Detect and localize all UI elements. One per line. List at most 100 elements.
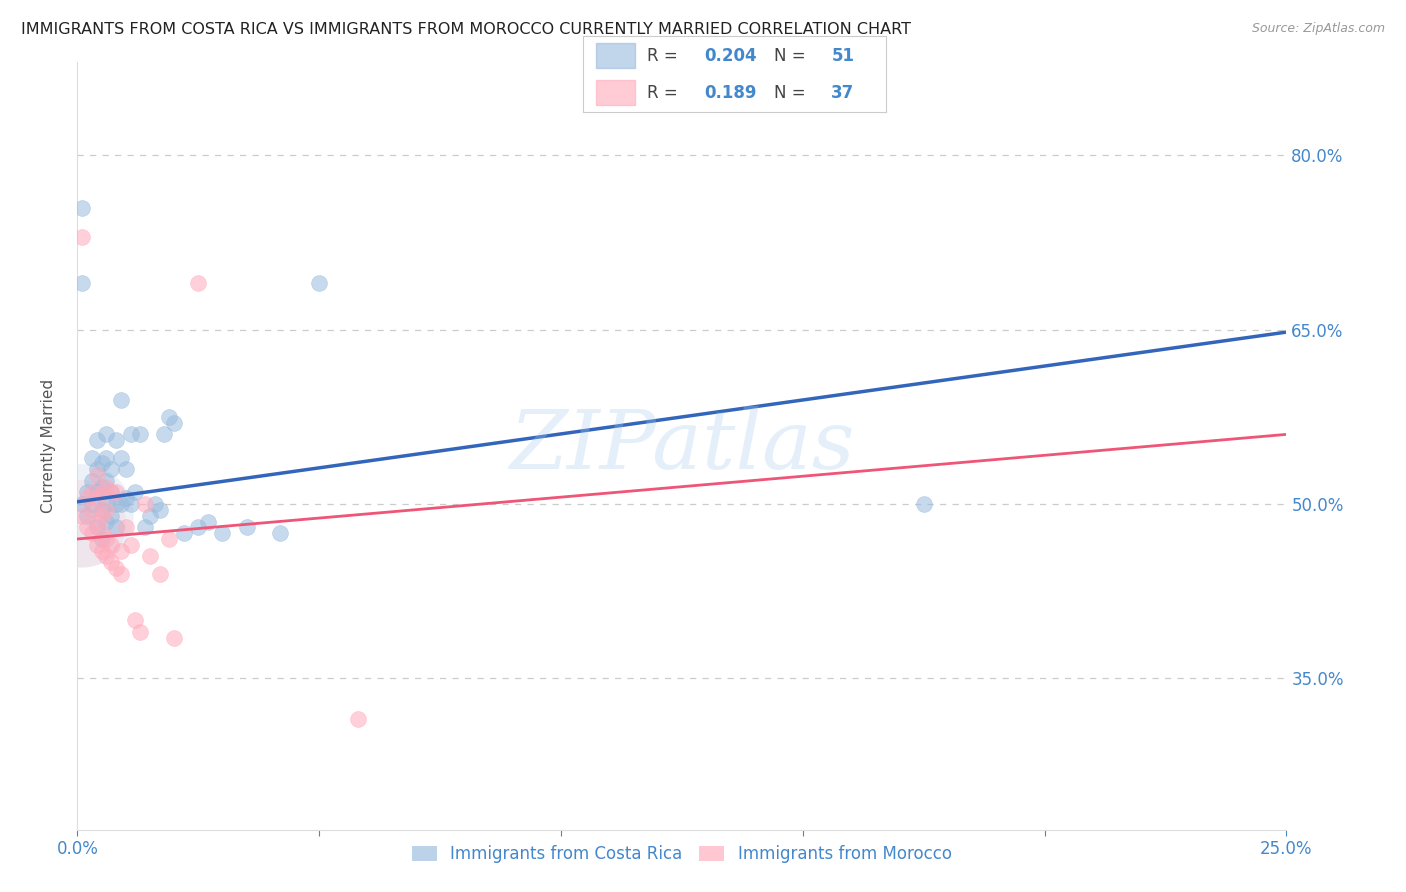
Point: [157, 532, 180, 546]
Text: R =: R =: [647, 47, 683, 65]
Point: [139, 549, 162, 564]
Point: [187, 277, 209, 291]
Point: [96, 450, 118, 465]
Point: [70, 277, 93, 291]
Point: [114, 520, 136, 534]
Point: [96, 427, 118, 442]
Point: [80, 450, 103, 465]
Point: [120, 497, 142, 511]
Point: [124, 613, 146, 627]
Text: N =: N =: [773, 47, 811, 65]
Text: N =: N =: [773, 85, 811, 103]
Point: [163, 631, 186, 645]
Point: [80, 497, 103, 511]
Point: [114, 491, 136, 506]
Point: [110, 566, 132, 581]
Point: [912, 497, 935, 511]
Text: 0.189: 0.189: [704, 85, 756, 103]
Text: IMMIGRANTS FROM COSTA RICA VS IMMIGRANTS FROM MOROCCO CURRENTLY MARRIED CORRELAT: IMMIGRANTS FROM COSTA RICA VS IMMIGRANTS…: [21, 22, 911, 37]
Point: [197, 515, 219, 529]
Text: 0.204: 0.204: [704, 47, 756, 65]
Point: [76, 520, 98, 534]
Point: [347, 712, 370, 726]
Point: [120, 427, 142, 442]
Point: [70, 516, 93, 531]
Point: [90, 532, 112, 546]
Point: [86, 433, 108, 447]
Point: [86, 485, 108, 500]
Point: [134, 520, 156, 534]
Point: [76, 508, 98, 523]
Point: [86, 538, 108, 552]
Text: ZIPatlas: ZIPatlas: [509, 406, 855, 486]
Point: [70, 508, 93, 523]
Point: [173, 526, 195, 541]
Point: [134, 497, 156, 511]
Point: [90, 503, 112, 517]
Point: [148, 566, 170, 581]
Point: [120, 538, 142, 552]
Point: [110, 543, 132, 558]
Point: [76, 485, 98, 500]
Point: [139, 508, 162, 523]
Point: [211, 526, 233, 541]
Point: [124, 485, 146, 500]
Point: [90, 543, 112, 558]
Point: [86, 520, 108, 534]
Point: [90, 526, 112, 541]
Point: [110, 392, 132, 407]
Point: [235, 520, 257, 534]
Point: [187, 520, 209, 534]
Point: [100, 555, 122, 569]
Point: [105, 497, 128, 511]
Point: [100, 538, 122, 552]
Text: 37: 37: [831, 85, 855, 103]
Point: [105, 520, 128, 534]
Point: [105, 561, 128, 575]
Point: [100, 485, 122, 500]
Point: [70, 201, 93, 215]
Point: [129, 624, 152, 639]
Point: [96, 497, 118, 511]
Point: [90, 485, 112, 500]
Point: [86, 515, 108, 529]
Point: [110, 497, 132, 511]
Point: [110, 450, 132, 465]
Point: [80, 474, 103, 488]
Point: [96, 549, 118, 564]
Point: [153, 427, 176, 442]
Point: [96, 532, 118, 546]
Point: [114, 462, 136, 476]
Point: [90, 508, 112, 523]
Point: [70, 229, 93, 244]
Point: [96, 515, 118, 529]
Point: [86, 491, 108, 506]
FancyBboxPatch shape: [596, 79, 636, 105]
Point: [86, 462, 108, 476]
Point: [70, 508, 93, 523]
Point: [143, 497, 166, 511]
Point: [308, 277, 330, 291]
Point: [100, 462, 122, 476]
Point: [90, 480, 112, 494]
Point: [70, 497, 93, 511]
Point: [96, 503, 118, 517]
Point: [105, 485, 128, 500]
Point: [86, 468, 108, 483]
Point: [148, 503, 170, 517]
Point: [90, 457, 112, 471]
Y-axis label: Currently Married: Currently Married: [42, 379, 56, 513]
Point: [100, 485, 122, 500]
Point: [105, 433, 128, 447]
Point: [157, 409, 180, 424]
Point: [163, 416, 186, 430]
Legend: Immigrants from Costa Rica, Immigrants from Morocco: Immigrants from Costa Rica, Immigrants f…: [412, 846, 952, 863]
Text: R =: R =: [647, 85, 688, 103]
Point: [80, 503, 103, 517]
Point: [76, 491, 98, 506]
Text: Source: ZipAtlas.com: Source: ZipAtlas.com: [1251, 22, 1385, 36]
Point: [269, 526, 291, 541]
Point: [96, 480, 118, 494]
Point: [129, 427, 152, 442]
Point: [80, 485, 103, 500]
